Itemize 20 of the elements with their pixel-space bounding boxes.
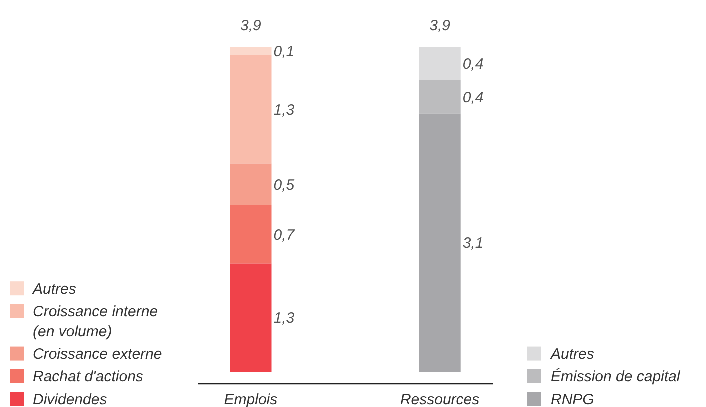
x-tick-label: Ressources xyxy=(400,391,480,407)
data-label: 0,1 xyxy=(274,43,295,60)
legend-label: RNPG xyxy=(551,391,595,407)
legend-label: Rachat d'actions xyxy=(33,368,144,386)
total-label: 3,9 xyxy=(240,17,262,34)
legend-label: Dividendes xyxy=(33,391,108,407)
data-label: 0,4 xyxy=(462,89,484,106)
data-label: 1,3 xyxy=(274,102,296,119)
data-label: 0,7 xyxy=(274,226,296,244)
legend-label: Autres xyxy=(550,346,595,364)
legend-label: Autres xyxy=(32,280,77,298)
legend-label: Émission de capital xyxy=(551,368,681,386)
data-label: 0,4 xyxy=(462,56,484,73)
data-label: 3,1 xyxy=(462,235,484,252)
data-label: 0,5 xyxy=(274,176,296,194)
legend-label: Croissance externe xyxy=(33,346,162,364)
total-label: 3,9 xyxy=(430,17,452,34)
data-label: 1,3 xyxy=(274,310,296,328)
x-tick-label: Emplois xyxy=(224,391,278,407)
legend-label: Croissance interne (en volume) xyxy=(33,303,158,340)
